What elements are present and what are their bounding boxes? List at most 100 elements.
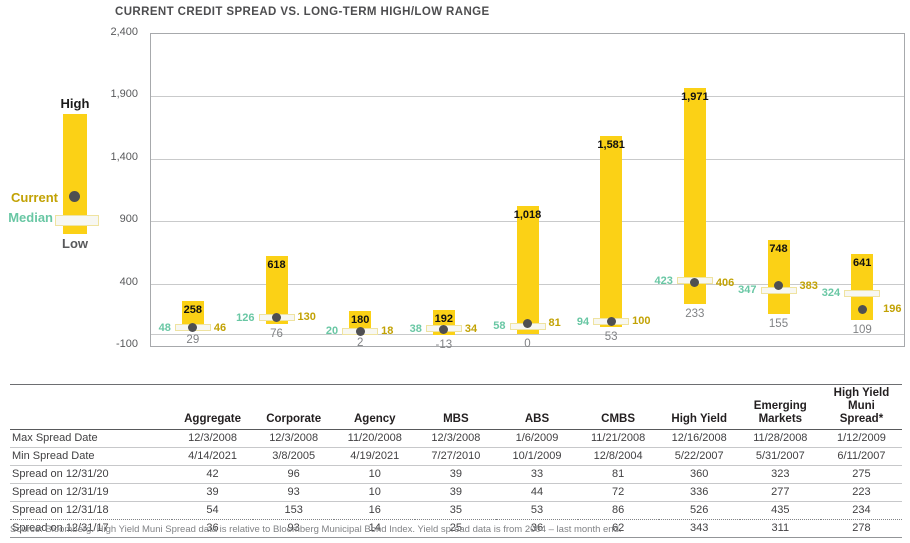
table-cell: 5/22/2007 bbox=[658, 447, 740, 466]
table-cell: 39 bbox=[415, 483, 497, 502]
row-label: Spread on 12/31/18 bbox=[10, 501, 172, 520]
table-row: Max Spread Date 12/3/2008 12/3/2008 11/20/2… bbox=[10, 429, 902, 448]
gridline bbox=[151, 96, 904, 98]
table-header-cell: MBS bbox=[415, 384, 497, 430]
high-value-label: 258 bbox=[183, 304, 202, 317]
median-value-label: 38 bbox=[409, 322, 422, 335]
source-footnote: Source: Bloomberg. High Yield Muni Sprea… bbox=[10, 524, 622, 535]
low-value-label: 109 bbox=[852, 323, 872, 336]
table-cell: 526 bbox=[658, 501, 740, 520]
table-row: Spread on 12/31/20 42 96 10 39 33 81 360 323 275 bbox=[10, 465, 902, 484]
row-label: Spread on 12/31/17 bbox=[10, 519, 172, 538]
table-cell: 277 bbox=[739, 483, 821, 502]
table-header-cell: High Yield bbox=[658, 384, 740, 430]
current-marker bbox=[439, 324, 449, 334]
high-value-label: 192 bbox=[434, 312, 453, 325]
table-row: Spread on 12/31/19 39 93 10 39 44 72 336 277 223 bbox=[10, 483, 902, 502]
row-label: Spread on 12/31/20 bbox=[10, 465, 172, 484]
table-header-cell: Corporate bbox=[253, 384, 335, 430]
range-bar bbox=[265, 256, 288, 325]
range-bar bbox=[181, 301, 204, 330]
table-cell: 12/8/2004 bbox=[577, 447, 659, 466]
table-header-cell: High Yield Muni Spread* bbox=[820, 384, 902, 430]
y-axis-tick-label: 2,400 bbox=[110, 26, 138, 38]
current-value-label: 406 bbox=[715, 276, 735, 289]
range-bar bbox=[683, 87, 706, 305]
table-row: Min Spread Date 4/14/2021 3/8/2005 4/19/202… bbox=[10, 447, 902, 466]
median-value-label: 347 bbox=[738, 284, 757, 297]
range-bar bbox=[767, 240, 790, 315]
row-label: Min Spread Date bbox=[10, 447, 172, 466]
table-cell: 223 bbox=[820, 483, 902, 502]
table-row: Spread on 12/31/17 36 93 14 25 36 62 343 311 278 bbox=[10, 519, 902, 538]
high-value-label: 641 bbox=[852, 256, 872, 269]
table-cell: 39 bbox=[172, 483, 254, 502]
table-cell: 10 bbox=[334, 465, 416, 484]
low-value-label: 53 bbox=[604, 330, 618, 343]
range-bar bbox=[600, 136, 623, 327]
y-axis-tick-label: 1,900 bbox=[110, 88, 138, 101]
table-cell: 93 bbox=[253, 519, 335, 538]
table-cell: 7/27/2010 bbox=[415, 447, 497, 466]
range-bar bbox=[851, 253, 874, 320]
table-row: Spread on 12/31/18 54 153 16 35 53 86 526 435 234 bbox=[10, 501, 902, 520]
current-value-label: 196 bbox=[883, 303, 902, 316]
current-value-label: 81 bbox=[548, 317, 561, 330]
table-cell: 11/21/2008 bbox=[577, 429, 659, 448]
table-cell: 11/28/2008 bbox=[739, 429, 821, 448]
low-value-label: 155 bbox=[768, 318, 789, 331]
median-value-label: 94 bbox=[576, 315, 590, 328]
table-cell: 54 bbox=[172, 501, 254, 520]
current-marker bbox=[857, 304, 867, 314]
spread-table: Aggregate Corporate Agency MBS ABS CMBS High Y… bbox=[10, 384, 902, 538]
table-cell: 12/3/2008 bbox=[253, 429, 335, 448]
table-cell: 1/6/2009 bbox=[496, 429, 578, 448]
chart-plot-area: 258 29 48 46 618 76 126 130 180 2 20 18 192 -13 38 34 1,… bbox=[150, 33, 905, 351]
median-value-label: 324 bbox=[821, 287, 841, 300]
table-cell: 1/12/2009 bbox=[820, 429, 902, 448]
current-value-label: 34 bbox=[464, 323, 478, 336]
median-value-label: 20 bbox=[325, 325, 339, 338]
table-cell: 25 bbox=[415, 519, 497, 538]
row-label: Spread on 12/31/19 bbox=[10, 483, 172, 502]
y-axis: 2,400 1,900 1,400 900 400 -100 bbox=[0, 26, 144, 350]
table-cell: 336 bbox=[658, 483, 740, 502]
table-cell: 35 bbox=[415, 501, 497, 520]
table-cell: 4/19/2021 bbox=[334, 447, 416, 466]
table-header-cell: CMBS bbox=[577, 384, 659, 430]
high-value-label: 1,971 bbox=[681, 90, 709, 103]
table-cell: 234 bbox=[820, 501, 902, 520]
table-cell: 93 bbox=[253, 483, 335, 502]
low-value-label: 29 bbox=[186, 333, 200, 346]
table-header-cell: Aggregate bbox=[172, 384, 254, 430]
table-cell: 16 bbox=[334, 501, 416, 520]
table-cell: 36 bbox=[496, 519, 578, 538]
high-value-label: 618 bbox=[267, 259, 286, 272]
table-cell: 86 bbox=[577, 501, 659, 520]
table-header-cell: Agency bbox=[334, 384, 416, 430]
chart-title: CURRENT CREDIT SPREAD VS. LONG-TERM HIGH… bbox=[115, 6, 490, 18]
high-value-label: 1,018 bbox=[513, 209, 542, 222]
legend-high-label: High bbox=[60, 96, 90, 111]
low-value-label: 0 bbox=[524, 337, 531, 350]
row-label: Max Spread Date bbox=[10, 429, 172, 448]
table-cell: 81 bbox=[577, 465, 659, 484]
table-cell: 42 bbox=[172, 465, 254, 484]
low-value-label: -13 bbox=[435, 339, 453, 352]
table-header-cell: Emerging Markets bbox=[739, 384, 821, 430]
current-marker bbox=[523, 318, 532, 328]
high-value-label: 180 bbox=[350, 314, 370, 327]
legend-current-label: Current bbox=[11, 190, 58, 205]
table-cell: 343 bbox=[658, 519, 740, 538]
legend-median-marker-icon bbox=[55, 215, 99, 226]
table-cell: 96 bbox=[253, 465, 335, 484]
table-cell: 5/31/2007 bbox=[739, 447, 821, 466]
table-cell: 323 bbox=[739, 465, 821, 484]
spread-data-table: Aggregate Corporate Agency MBS ABS CMBS High Y… bbox=[10, 384, 902, 538]
table-cell: 53 bbox=[496, 501, 578, 520]
table-header-row: Aggregate Corporate Agency MBS ABS CMBS High Y… bbox=[10, 384, 902, 430]
table-cell: 4/14/2021 bbox=[172, 447, 254, 466]
median-value-label: 423 bbox=[654, 274, 673, 287]
y-axis-tick-label: 900 bbox=[119, 213, 138, 226]
median-marker bbox=[844, 289, 881, 297]
